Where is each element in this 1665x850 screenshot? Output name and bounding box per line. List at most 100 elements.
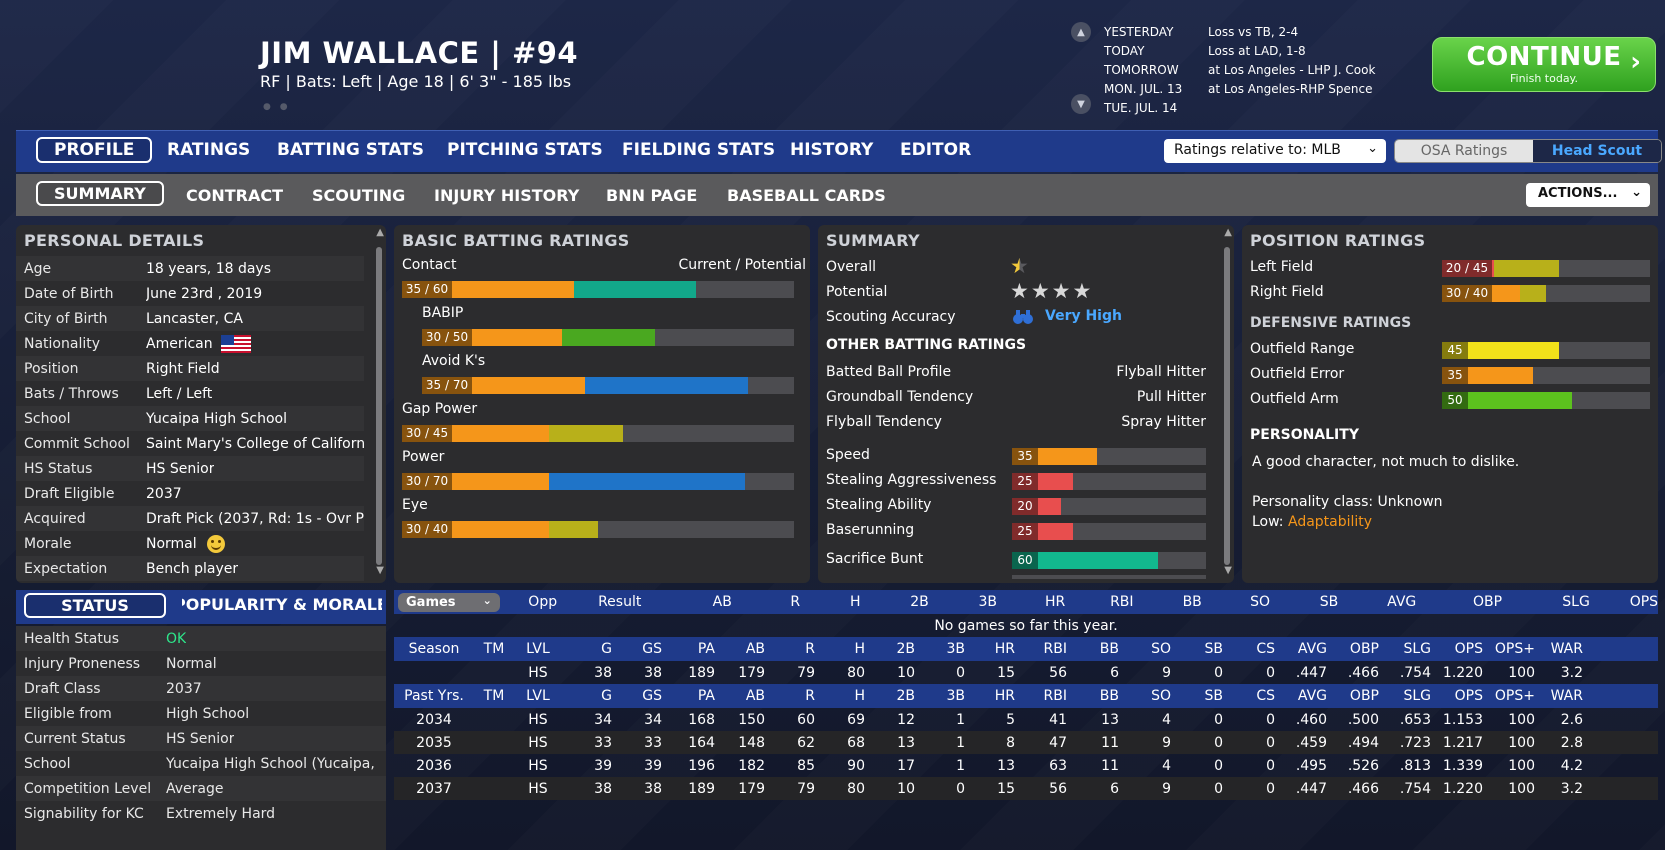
stat-column-header[interactable]: LVL <box>526 688 550 704</box>
summary-scrollbar[interactable] <box>1224 247 1230 565</box>
schedule-up-icon[interactable]: ▲ <box>1071 22 1091 42</box>
stat-column-header[interactable]: R <box>805 641 815 657</box>
stat-column-header[interactable]: OPS <box>1454 688 1483 704</box>
games-column-header[interactable]: OPS <box>1629 594 1659 610</box>
games-column-header[interactable]: SLG <box>1562 594 1590 610</box>
stat-column-header[interactable]: HR <box>994 688 1015 704</box>
stat-column-header[interactable]: PA <box>697 641 715 657</box>
games-column-header[interactable]: BB <box>1182 594 1202 610</box>
tab-batting-stats[interactable]: BATTING STATS <box>277 140 424 160</box>
running-rating-bar: 25 <box>1012 473 1206 490</box>
scroll-up-icon[interactable]: ▲ <box>376 227 384 238</box>
tab-status[interactable]: STATUS <box>24 593 166 618</box>
stat-column-header[interactable]: RBI <box>1043 688 1067 704</box>
stat-column-header[interactable]: WAR <box>1550 688 1583 704</box>
head-scout-option[interactable]: Head Scout <box>1533 140 1661 162</box>
tab-scouting[interactable]: SCOUTING <box>312 186 406 205</box>
batting-rating-label: BABIP <box>422 305 464 321</box>
stat-column-header[interactable]: BB <box>1099 688 1119 704</box>
player-bio: RF | Bats: Left | Age 18 | 6' 3" - 185 l… <box>260 72 572 91</box>
actions-dropdown[interactable]: ACTIONS... ⌄ <box>1526 183 1650 207</box>
tab-history[interactable]: HISTORY <box>790 140 874 160</box>
stat-column-header[interactable]: CS <box>1256 641 1275 657</box>
stat-column-header[interactable]: OBP <box>1349 641 1379 657</box>
stat-column-header[interactable]: HR <box>994 641 1015 657</box>
stat-column-header[interactable]: AVG <box>1297 641 1327 657</box>
stat-column-header[interactable]: G <box>601 641 612 657</box>
tab-popularity-morale[interactable]: POPULARITY & MORALE <box>182 595 382 614</box>
games-column-header[interactable]: 2B <box>910 594 929 610</box>
stat-column-header[interactable]: 2B <box>896 688 915 704</box>
stat-column-header[interactable]: SLG <box>1403 641 1431 657</box>
tab-injury-history[interactable]: INJURY HISTORY <box>434 186 580 205</box>
stat-column-header[interactable]: Season <box>408 641 460 657</box>
scroll-up-icon[interactable]: ▲ <box>1224 227 1232 238</box>
games-column-header[interactable]: AB <box>712 594 732 610</box>
games-column-header[interactable]: SB <box>1319 594 1339 610</box>
stat-column-header[interactable]: BB <box>1099 641 1119 657</box>
stat-column-header[interactable]: OPS+ <box>1494 688 1535 704</box>
tab-summary[interactable]: SUMMARY <box>36 181 164 206</box>
stat-cell: 1 <box>956 734 965 751</box>
stat-column-header[interactable]: SO <box>1151 688 1171 704</box>
defensive-ratings-title: DEFENSIVE RATINGS <box>1250 315 1412 331</box>
tab-fielding-stats[interactable]: FIELDING STATS <box>622 140 776 160</box>
stat-column-header[interactable]: SLG <box>1403 688 1431 704</box>
tab-bnn-page[interactable]: BNN PAGE <box>606 186 698 205</box>
continue-button[interactable]: CONTINUE Finish today. › <box>1432 37 1656 92</box>
stat-column-header[interactable]: 2B <box>896 641 915 657</box>
stat-column-header[interactable]: H <box>854 688 865 704</box>
stat-column-header[interactable]: RBI <box>1043 641 1067 657</box>
stat-column-header[interactable]: LVL <box>526 641 550 657</box>
osa-ratings-option[interactable]: OSA Ratings <box>1395 140 1533 162</box>
games-column-header[interactable]: RBI <box>1110 594 1134 610</box>
stat-column-header[interactable]: AB <box>745 688 765 704</box>
schedule-down-icon[interactable]: ▼ <box>1071 94 1091 114</box>
scroll-down-icon[interactable]: ▼ <box>376 565 384 576</box>
games-column-header[interactable]: Result <box>598 594 642 610</box>
stat-column-header[interactable]: OBP <box>1349 688 1379 704</box>
stat-column-header[interactable]: OPS+ <box>1494 641 1535 657</box>
games-column-header[interactable]: 3B <box>978 594 998 610</box>
tab-contract[interactable]: CONTRACT <box>186 186 284 205</box>
games-column-header[interactable]: SO <box>1250 594 1271 610</box>
games-column-header[interactable]: R <box>790 594 801 610</box>
games-column-header[interactable]: HR <box>1045 594 1066 610</box>
tab-profile[interactable]: PROFILE <box>36 137 153 163</box>
tab-ratings[interactable]: RATINGS <box>167 140 251 160</box>
stat-column-header[interactable]: PA <box>697 688 715 704</box>
tab-baseball-cards[interactable]: BASEBALL CARDS <box>727 186 886 205</box>
personal-scrollbar[interactable] <box>376 247 382 565</box>
stat-column-header[interactable]: CS <box>1256 688 1275 704</box>
stat-column-header[interactable]: GS <box>642 688 662 704</box>
stat-column-header[interactable]: 3B <box>946 688 965 704</box>
stat-column-header[interactable]: WAR <box>1550 641 1583 657</box>
stat-column-header[interactable]: TM <box>483 688 505 704</box>
games-column-header[interactable]: Opp <box>528 594 558 610</box>
scroll-down-icon[interactable]: ▼ <box>1224 565 1232 576</box>
games-column-header[interactable]: H <box>850 594 861 610</box>
stat-column-header[interactable]: SB <box>1204 641 1224 657</box>
stat-column-header[interactable]: OPS <box>1454 641 1483 657</box>
tab-editor[interactable]: EDITOR <box>900 140 972 160</box>
games-column-header[interactable]: OBP <box>1473 594 1503 610</box>
stat-column-header[interactable]: GS <box>642 641 662 657</box>
stat-column-header[interactable]: AVG <box>1297 688 1327 704</box>
schedule-result: Loss at LAD, 1-8 <box>1208 44 1306 58</box>
stat-column-header[interactable]: AB <box>745 641 765 657</box>
stat-column-header[interactable]: G <box>601 688 612 704</box>
stat-cell: 33 <box>594 734 612 751</box>
ratings-relative-select[interactable]: Ratings relative to: MLB ⌄ <box>1164 139 1386 163</box>
stat-cell: 0 <box>1214 711 1223 728</box>
games-select[interactable]: Games ⌄ <box>398 592 500 612</box>
tab-pitching-stats[interactable]: PITCHING STATS <box>447 140 603 160</box>
stat-column-header[interactable]: R <box>805 688 815 704</box>
stat-column-header[interactable]: Past Yrs. <box>404 688 464 704</box>
stat-column-header[interactable]: H <box>854 641 865 657</box>
games-column-header[interactable]: AVG <box>1387 594 1417 610</box>
stat-column-header[interactable]: 3B <box>946 641 965 657</box>
stat-column-header[interactable]: TM <box>483 641 505 657</box>
stat-column-header[interactable]: SO <box>1151 641 1171 657</box>
stat-column-header[interactable]: SB <box>1204 688 1224 704</box>
status-label: Competition Level <box>24 780 152 797</box>
